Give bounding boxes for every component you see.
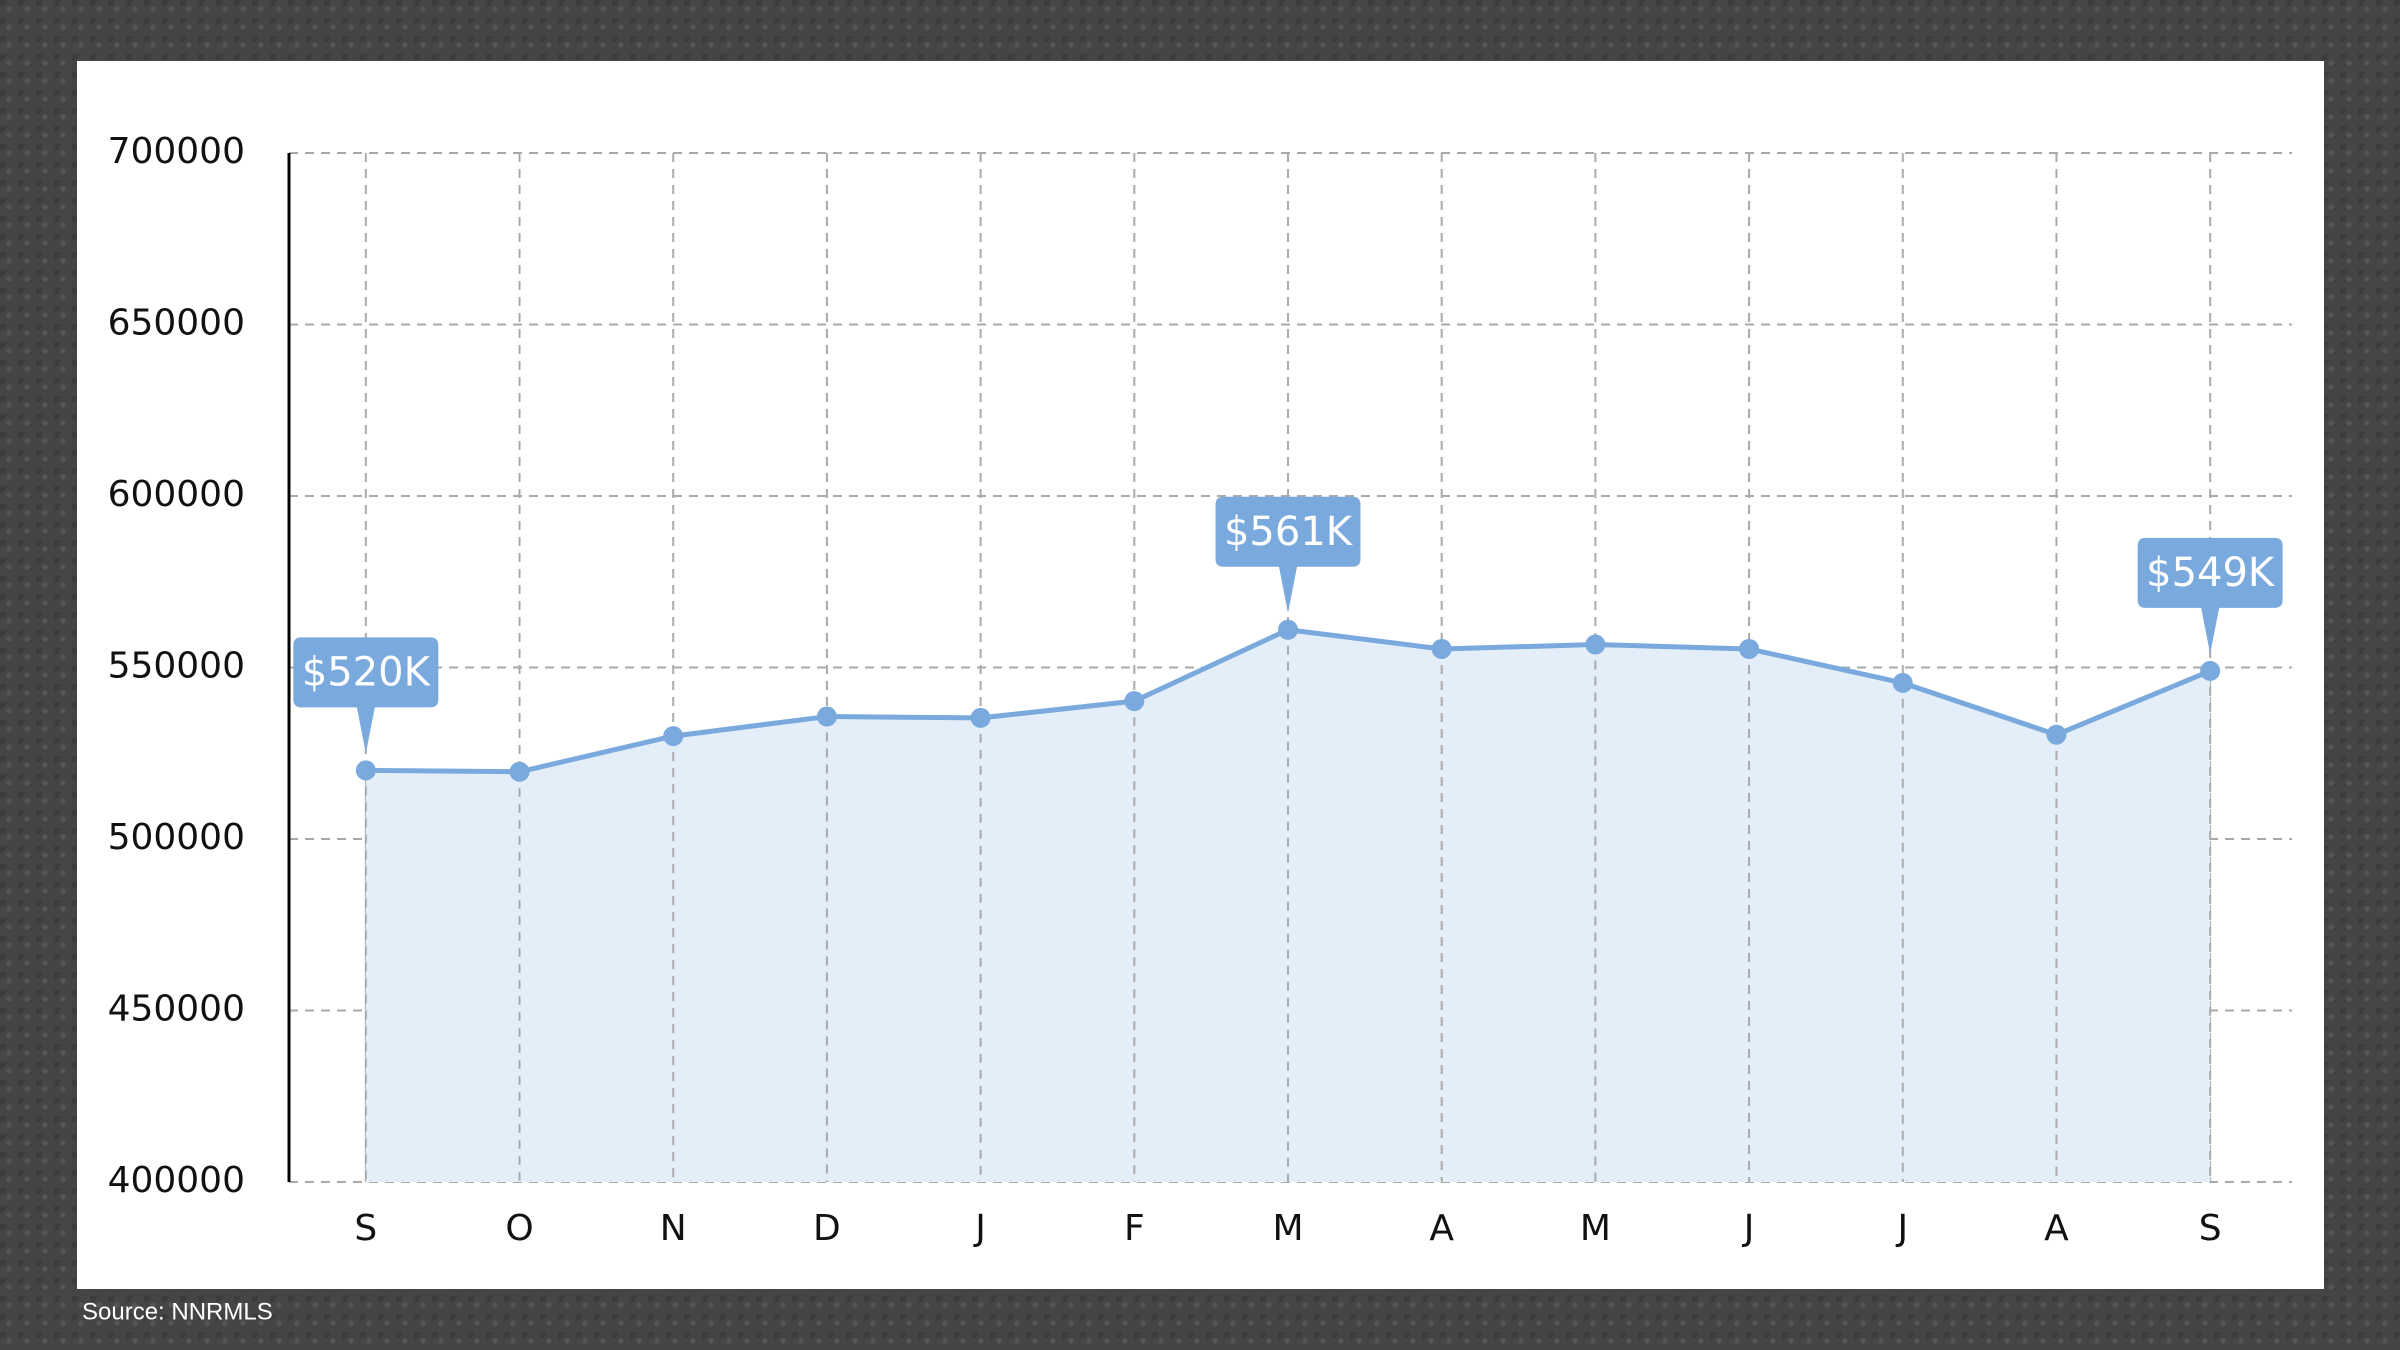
x-tick-label: M bbox=[1272, 1208, 1303, 1249]
point bbox=[970, 707, 991, 728]
x-tick-label: J bbox=[1895, 1208, 1908, 1249]
point bbox=[816, 706, 837, 727]
point bbox=[355, 760, 376, 781]
point bbox=[509, 761, 530, 782]
point bbox=[2046, 724, 2067, 745]
y-tick-label: 550000 bbox=[108, 646, 245, 687]
x-tick-label: N bbox=[660, 1208, 687, 1249]
y-tick-label: 650000 bbox=[108, 303, 245, 344]
y-tick-label: 600000 bbox=[108, 474, 245, 515]
callout-box bbox=[1215, 496, 1361, 613]
x-tick-label: O bbox=[505, 1208, 533, 1249]
x-tick-label: A bbox=[1429, 1208, 1454, 1249]
data-label: $561K bbox=[1224, 509, 1354, 555]
y-tick-label: 450000 bbox=[108, 989, 245, 1030]
point bbox=[1431, 638, 1452, 659]
x-tick-label: S bbox=[354, 1208, 377, 1249]
point bbox=[1124, 691, 1145, 712]
x-tick-label: J bbox=[1742, 1208, 1755, 1249]
x-tick-label: A bbox=[2044, 1208, 2069, 1249]
point bbox=[1892, 672, 1913, 693]
x-tick-label: F bbox=[1124, 1208, 1145, 1249]
data-label: $520K bbox=[302, 649, 432, 695]
point bbox=[2200, 660, 2221, 681]
callout-box bbox=[293, 637, 439, 754]
point bbox=[1585, 634, 1606, 655]
x-tick-label: D bbox=[813, 1208, 841, 1249]
x-tick-label: J bbox=[973, 1208, 986, 1249]
callout-box bbox=[2137, 537, 2283, 654]
y-tick-label: 500000 bbox=[108, 817, 245, 858]
x-tick-label: M bbox=[1580, 1208, 1611, 1249]
point bbox=[663, 726, 684, 747]
data-label: $549K bbox=[2146, 550, 2276, 596]
source-note: Source: NNRMLS bbox=[82, 1298, 273, 1325]
point bbox=[1278, 619, 1298, 640]
x-tick-label: S bbox=[2199, 1208, 2222, 1249]
y-tick-label: 700000 bbox=[108, 131, 245, 172]
point bbox=[1739, 638, 1760, 659]
y-tick-label: 400000 bbox=[108, 1160, 245, 1201]
